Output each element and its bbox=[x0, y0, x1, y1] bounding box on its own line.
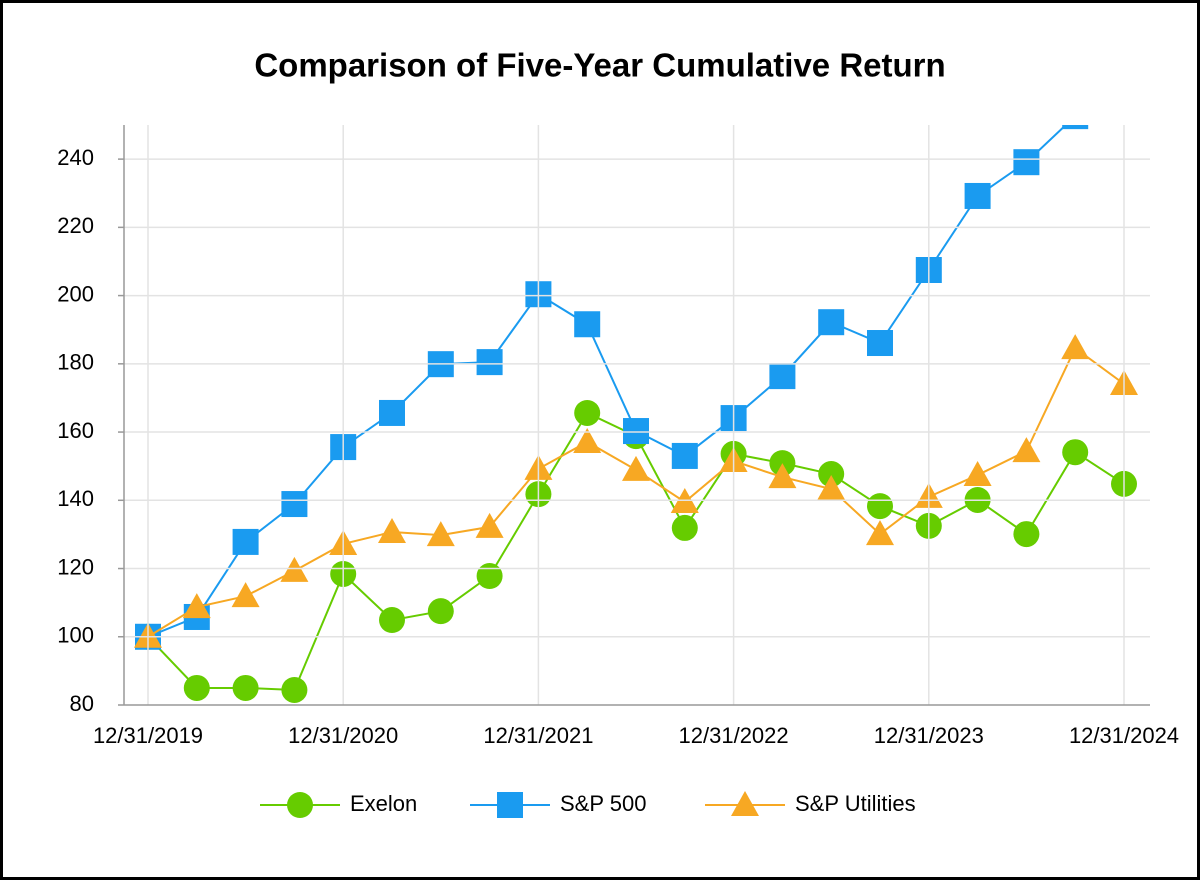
marker bbox=[475, 512, 504, 538]
y-tick-label: 80 bbox=[70, 691, 94, 716]
marker bbox=[183, 674, 210, 701]
marker bbox=[1062, 125, 1089, 130]
marker bbox=[1012, 437, 1041, 463]
y-tick-label: 200 bbox=[57, 281, 94, 306]
marker bbox=[671, 514, 698, 541]
marker bbox=[232, 674, 259, 701]
marker bbox=[1013, 149, 1040, 176]
marker bbox=[280, 556, 309, 582]
marker bbox=[623, 418, 649, 445]
y-tick-label: 180 bbox=[57, 350, 94, 375]
legend-marker bbox=[731, 791, 759, 816]
marker bbox=[379, 607, 405, 634]
marker bbox=[574, 399, 601, 426]
legend-label: Exelon bbox=[350, 791, 417, 816]
marker bbox=[476, 563, 503, 590]
marker bbox=[818, 461, 845, 488]
y-tick-label: 220 bbox=[57, 213, 94, 238]
marker bbox=[573, 427, 602, 453]
marker bbox=[622, 455, 650, 481]
x-tick-label: 12/31/2021 bbox=[483, 723, 593, 748]
x-tick-label: 12/31/2019 bbox=[93, 723, 203, 748]
chart-title: Comparison of Five-Year Cumulative Retur… bbox=[254, 47, 945, 84]
y-tick-label: 120 bbox=[57, 554, 94, 579]
marker bbox=[476, 349, 503, 376]
marker bbox=[768, 463, 797, 489]
marker bbox=[769, 363, 796, 390]
marker bbox=[1062, 439, 1089, 466]
marker bbox=[426, 521, 455, 547]
legend-label: S&P Utilities bbox=[795, 791, 916, 816]
marker bbox=[964, 182, 991, 209]
marker bbox=[574, 311, 601, 338]
y-tick-label: 140 bbox=[57, 486, 94, 511]
marker bbox=[182, 593, 211, 619]
marker bbox=[1013, 521, 1040, 548]
marker bbox=[281, 676, 308, 703]
legend-marker bbox=[497, 792, 523, 818]
marker bbox=[867, 330, 893, 357]
marker bbox=[281, 491, 308, 518]
marker bbox=[1061, 334, 1090, 360]
marker bbox=[866, 520, 894, 546]
marker bbox=[378, 518, 406, 544]
x-tick-label: 12/31/2022 bbox=[679, 723, 789, 748]
marker bbox=[818, 309, 845, 336]
y-tick-label: 100 bbox=[57, 623, 94, 648]
x-tick-label: 12/31/2020 bbox=[288, 723, 398, 748]
x-tick-label: 12/31/2024 bbox=[1069, 723, 1179, 748]
legend-marker bbox=[287, 792, 313, 818]
y-tick-label: 160 bbox=[57, 418, 94, 443]
marker bbox=[867, 493, 893, 520]
marker bbox=[427, 598, 454, 625]
x-tick-label: 12/31/2023 bbox=[874, 723, 984, 748]
marker bbox=[232, 528, 259, 555]
y-tick-label: 240 bbox=[57, 145, 94, 170]
marker bbox=[817, 475, 846, 501]
marker bbox=[379, 399, 405, 426]
marker bbox=[963, 461, 992, 487]
marker bbox=[231, 582, 260, 608]
marker bbox=[671, 442, 698, 469]
legend-label: S&P 500 bbox=[560, 791, 646, 816]
